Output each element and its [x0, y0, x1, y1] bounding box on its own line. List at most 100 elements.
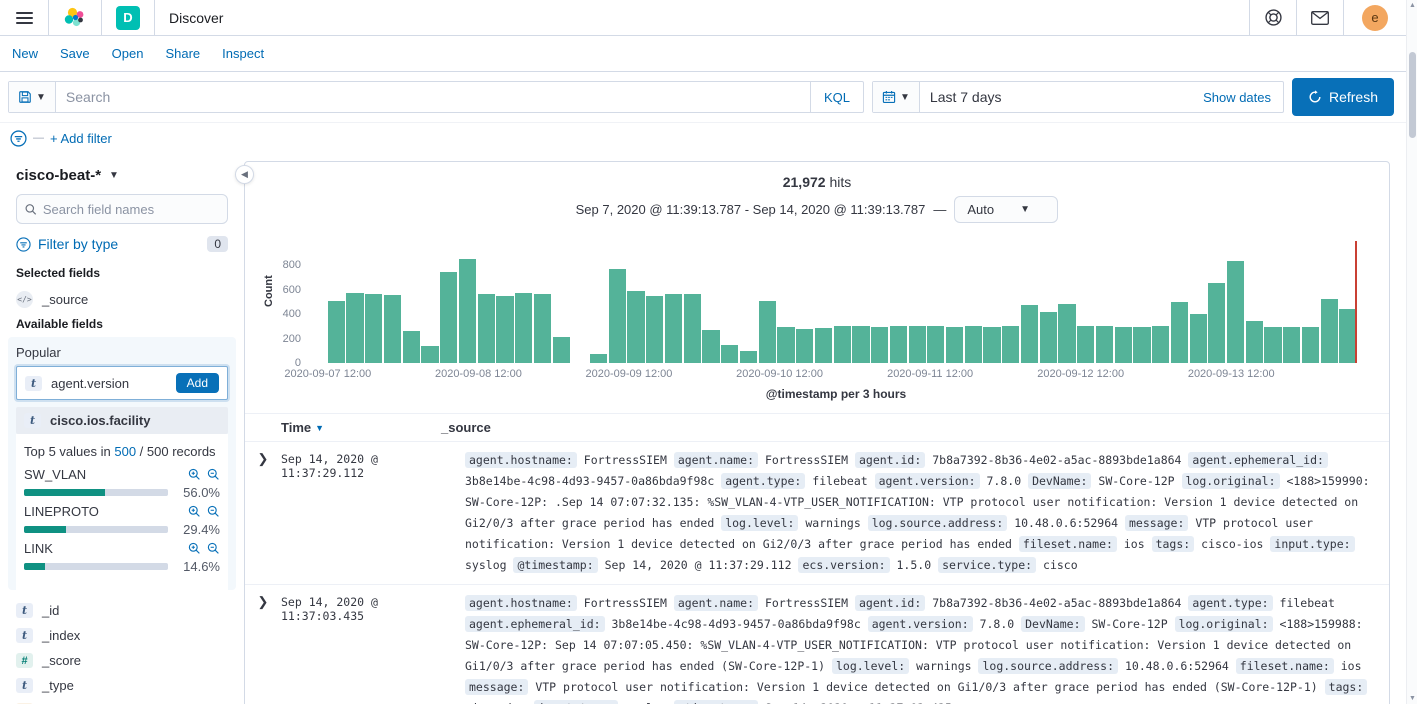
histogram-bar[interactable]: [964, 326, 982, 363]
kql-language-button[interactable]: KQL: [809, 82, 863, 112]
refresh-button[interactable]: Refresh: [1292, 78, 1394, 116]
histogram-bar[interactable]: [383, 295, 402, 363]
histogram-bar[interactable]: [440, 272, 458, 363]
histogram-bar[interactable]: [365, 294, 383, 363]
nav-inspect[interactable]: Inspect: [222, 46, 265, 61]
scroll-down-icon[interactable]: ▼: [1409, 695, 1416, 702]
elastic-logo[interactable]: [49, 0, 101, 35]
histogram-bar[interactable]: [796, 329, 814, 363]
scroll-up-icon[interactable]: ▲: [1409, 2, 1416, 9]
histogram-bar[interactable]: [458, 259, 477, 363]
histogram-bar[interactable]: [739, 351, 758, 363]
newsfeed-button[interactable]: [1297, 0, 1343, 35]
add-field-button[interactable]: Add: [175, 373, 219, 393]
histogram-bar[interactable]: [1133, 327, 1151, 363]
filter-for-value-icon[interactable]: [188, 505, 201, 518]
histogram-bar[interactable]: [533, 294, 552, 363]
histogram-bar[interactable]: [852, 326, 870, 363]
filter-icon[interactable]: [10, 129, 27, 147]
histogram-bar[interactable]: [777, 327, 795, 363]
filter-for-value-icon[interactable]: [188, 542, 201, 555]
field-search-input[interactable]: [42, 201, 219, 217]
histogram-bar[interactable]: [814, 328, 833, 363]
collapse-sidebar-button[interactable]: ◀: [235, 165, 254, 184]
nav-share[interactable]: Share: [165, 46, 201, 61]
scrollbar-thumb[interactable]: [1409, 52, 1416, 138]
nav-save[interactable]: Save: [60, 46, 90, 61]
histogram-bar[interactable]: [1170, 302, 1189, 363]
histogram-bar[interactable]: [1002, 326, 1020, 363]
histogram-bar[interactable]: [552, 337, 570, 363]
nav-new[interactable]: New: [12, 46, 39, 61]
histogram-bar[interactable]: [496, 296, 514, 363]
interval-select[interactable]: Auto ▼: [954, 196, 1059, 223]
histogram-bar[interactable]: [1245, 321, 1263, 363]
histogram-bar[interactable]: [758, 301, 776, 363]
records-link[interactable]: 500: [114, 444, 137, 459]
quick-select-button[interactable]: ▼: [873, 82, 920, 112]
histogram-bar[interactable]: [515, 293, 533, 363]
index-pattern-switcher[interactable]: cisco-beat-* ▼: [16, 163, 228, 194]
page-scrollbar[interactable]: ▲ ▼: [1406, 0, 1417, 704]
histogram-bar[interactable]: [1114, 327, 1132, 363]
expand-row-icon[interactable]: ❯: [257, 451, 269, 466]
histogram-bar[interactable]: [1095, 326, 1114, 363]
histogram-bar[interactable]: [1283, 327, 1301, 363]
histogram-bar[interactable]: [1208, 283, 1226, 363]
histogram-bar[interactable]: [927, 326, 945, 363]
histogram-bar[interactable]: [721, 345, 739, 363]
selected-field-item[interactable]: </> _source: [16, 286, 228, 313]
histogram-bar[interactable]: [1320, 299, 1338, 363]
popular-field-item[interactable]: t agent.version Add: [16, 366, 228, 400]
histogram-bar[interactable]: [833, 326, 851, 363]
time-column-header[interactable]: Time ▼: [281, 420, 325, 435]
help-button[interactable]: [1250, 0, 1296, 35]
histogram-bar[interactable]: [664, 294, 683, 363]
histogram-bar[interactable]: [608, 269, 626, 363]
show-dates-button[interactable]: Show dates: [1191, 90, 1283, 105]
histogram-bar[interactable]: [1339, 309, 1357, 363]
field-item[interactable]: t _id: [16, 598, 228, 623]
filter-out-value-icon[interactable]: [207, 468, 220, 481]
popular-field-item[interactable]: t cisco.ios.facility: [16, 407, 228, 434]
histogram-bar[interactable]: [1189, 314, 1207, 363]
histogram-bar[interactable]: [327, 301, 345, 363]
histogram-bar[interactable]: [627, 291, 645, 363]
histogram-bar[interactable]: [908, 326, 926, 363]
histogram-bar[interactable]: [702, 330, 720, 363]
space-badge[interactable]: D: [116, 5, 140, 30]
histogram-bar[interactable]: [477, 294, 495, 363]
histogram-bar[interactable]: [421, 346, 439, 363]
field-item[interactable]: # _score: [16, 648, 228, 673]
time-range-value[interactable]: Last 7 days: [929, 89, 1002, 105]
search-input[interactable]: [55, 82, 810, 112]
filter-for-value-icon[interactable]: [188, 468, 201, 481]
filter-out-value-icon[interactable]: [207, 542, 220, 555]
user-avatar[interactable]: e: [1362, 4, 1388, 31]
field-item[interactable]: t _type: [16, 673, 228, 698]
histogram-bar[interactable]: [683, 294, 701, 363]
filter-out-value-icon[interactable]: [207, 505, 220, 518]
add-filter-button[interactable]: + Add filter: [50, 130, 112, 146]
histogram-bar[interactable]: [590, 354, 608, 363]
histogram-bar[interactable]: [1264, 327, 1282, 363]
histogram-bar[interactable]: [346, 293, 364, 363]
histogram-bar[interactable]: [1058, 304, 1076, 363]
histogram-bar[interactable]: [945, 327, 964, 363]
expand-row-icon[interactable]: ❯: [257, 594, 269, 609]
histogram-bar[interactable]: [1039, 312, 1057, 363]
histogram-bar[interactable]: [1077, 326, 1095, 363]
histogram-bar[interactable]: [402, 331, 420, 363]
field-item[interactable]: t _index: [16, 623, 228, 648]
field-item[interactable]: ▦@timestamp: [16, 698, 228, 704]
filter-by-type-button[interactable]: Filter by type: [38, 236, 119, 252]
histogram-bar[interactable]: [1020, 305, 1039, 363]
histogram-bar[interactable]: [1226, 261, 1245, 363]
histogram-bar[interactable]: [1152, 326, 1170, 363]
histogram-bar[interactable]: [1301, 327, 1320, 363]
saved-query-menu-button[interactable]: ▼: [9, 82, 56, 112]
histogram-bar[interactable]: [983, 327, 1001, 363]
histogram-bar[interactable]: [646, 296, 664, 363]
histogram-bar[interactable]: [889, 326, 907, 363]
nav-open[interactable]: Open: [111, 46, 144, 61]
